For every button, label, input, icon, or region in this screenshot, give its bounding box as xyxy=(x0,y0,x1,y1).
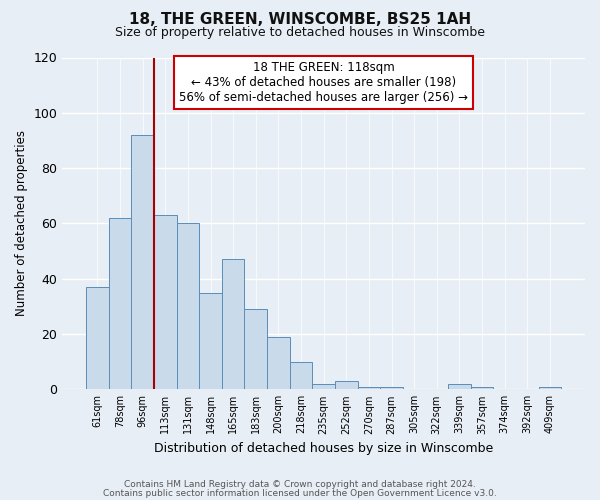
Text: 18, THE GREEN, WINSCOMBE, BS25 1AH: 18, THE GREEN, WINSCOMBE, BS25 1AH xyxy=(129,12,471,28)
X-axis label: Distribution of detached houses by size in Winscombe: Distribution of detached houses by size … xyxy=(154,442,493,455)
Bar xyxy=(380,386,403,390)
Bar xyxy=(267,337,290,390)
Bar xyxy=(131,135,154,390)
Bar xyxy=(335,381,358,390)
Bar xyxy=(471,386,493,390)
Bar xyxy=(313,384,335,390)
Text: Size of property relative to detached houses in Winscombe: Size of property relative to detached ho… xyxy=(115,26,485,39)
Text: 18 THE GREEN: 118sqm
← 43% of detached houses are smaller (198)
56% of semi-deta: 18 THE GREEN: 118sqm ← 43% of detached h… xyxy=(179,61,468,104)
Bar xyxy=(222,260,244,390)
Bar xyxy=(244,309,267,390)
Text: Contains public sector information licensed under the Open Government Licence v3: Contains public sector information licen… xyxy=(103,489,497,498)
Bar xyxy=(176,224,199,390)
Y-axis label: Number of detached properties: Number of detached properties xyxy=(15,130,28,316)
Bar xyxy=(199,292,222,390)
Bar xyxy=(358,386,380,390)
Bar xyxy=(109,218,131,390)
Bar xyxy=(448,384,471,390)
Bar xyxy=(539,386,561,390)
Bar xyxy=(86,287,109,390)
Bar xyxy=(290,362,313,390)
Text: Contains HM Land Registry data © Crown copyright and database right 2024.: Contains HM Land Registry data © Crown c… xyxy=(124,480,476,489)
Bar xyxy=(154,215,176,390)
